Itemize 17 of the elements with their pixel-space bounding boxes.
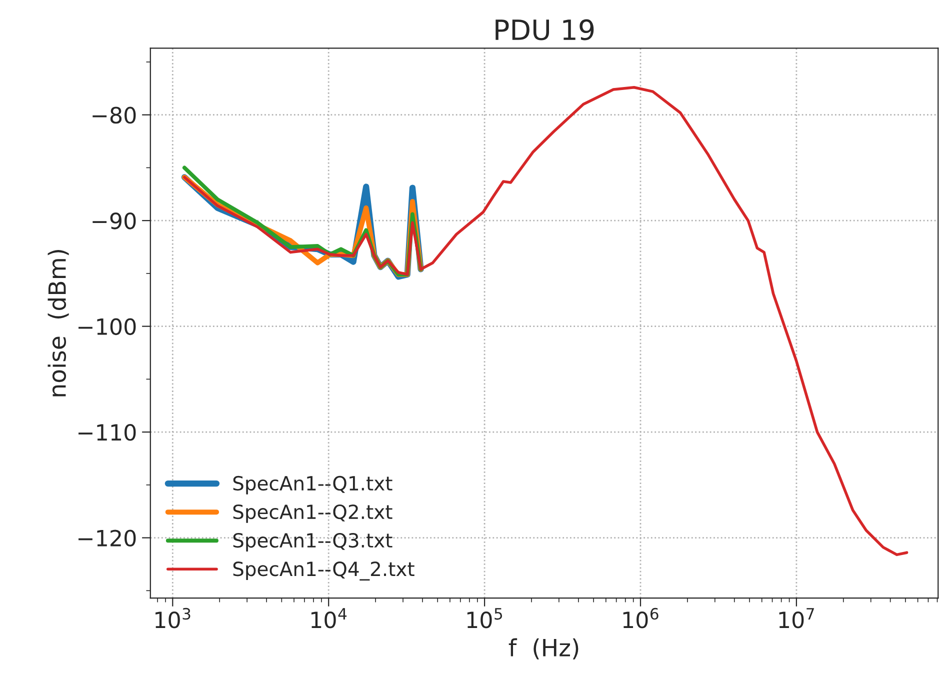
y-axis-title: noise (dBm) bbox=[48, 250, 69, 396]
x-tick-label: 10$^{4}$ bbox=[311, 608, 347, 628]
y-tick-label: −100 bbox=[78, 318, 136, 336]
y-tick-label: −80 bbox=[92, 106, 136, 124]
x-tick-label: 10$^{7}$ bbox=[779, 608, 814, 628]
chart-title: PDU 19 bbox=[496, 19, 594, 40]
y-tick-label: −90 bbox=[92, 212, 136, 230]
legend-label: SpecAn1--Q4_2.txt bbox=[233, 562, 414, 581]
x-axis-title: f (Hz) bbox=[508, 638, 578, 660]
x-tick-label: 10$^{5}$ bbox=[467, 608, 502, 628]
y-tick-label: −110 bbox=[78, 424, 136, 441]
legend-label: SpecAn1--Q2.txt bbox=[233, 504, 392, 523]
legend-label: SpecAn1--Q3.txt bbox=[233, 532, 392, 552]
x-tick-label: 10$^{3}$ bbox=[156, 608, 190, 628]
x-tick-label: 10$^{6}$ bbox=[623, 608, 658, 628]
legend-label: SpecAn1--Q1.txt bbox=[233, 476, 392, 494]
y-tick-label: −120 bbox=[78, 530, 136, 547]
